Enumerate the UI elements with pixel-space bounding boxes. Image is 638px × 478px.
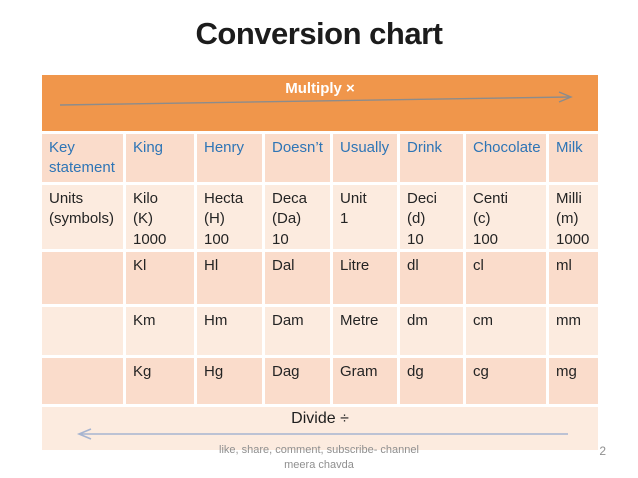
footer-credit: like, share, comment, subscribe- channel…	[0, 443, 638, 473]
column-header: King	[126, 134, 194, 182]
table-cell: dm	[400, 307, 463, 355]
table-cell: Km	[126, 307, 194, 355]
table-cell	[42, 252, 123, 304]
column-header: Doesn’t	[265, 134, 330, 182]
footer-line-2: meera chavda	[284, 459, 354, 471]
table-cell: Hm	[197, 307, 262, 355]
table-cell: Hecta (H) 100	[197, 185, 262, 249]
multiply-banner: Multiply ×	[42, 75, 598, 131]
multiply-label: Multiply ×	[285, 80, 355, 97]
table-cell: Units (symbols)	[42, 185, 123, 249]
table-cell: Dag	[265, 358, 330, 404]
table-cell: Centi (c) 100	[466, 185, 546, 249]
page-number: 2	[599, 444, 606, 458]
table-cell: Dal	[265, 252, 330, 304]
arrow-right-icon	[59, 91, 573, 106]
table-cell: Kg	[126, 358, 194, 404]
page-title: Conversion chart	[195, 16, 443, 51]
table-cell: Hl	[197, 252, 262, 304]
conversion-table: Key statement King Henry Doesn’t Usually…	[42, 134, 598, 404]
table-cell: Deca (Da) 10	[265, 185, 330, 249]
arrow-left-icon	[76, 428, 568, 440]
table-cell: Gram	[333, 358, 397, 404]
column-header: Usually	[333, 134, 397, 182]
table-cell: Kl	[126, 252, 194, 304]
table-cell: Kilo (K) 1000	[126, 185, 194, 249]
table-cell: Milli (m) 1000	[549, 185, 598, 249]
table-cell: dl	[400, 252, 463, 304]
table-cell: cl	[466, 252, 546, 304]
column-header: Henry	[197, 134, 262, 182]
table-cell: mm	[549, 307, 598, 355]
table-cell: Dam	[265, 307, 330, 355]
table-cell: ml	[549, 252, 598, 304]
table-cell: Deci (d) 10	[400, 185, 463, 249]
table-cell	[42, 307, 123, 355]
footer-line-1: like, share, comment, subscribe- channel	[219, 444, 419, 456]
table-cell: cg	[466, 358, 546, 404]
table-cell: dg	[400, 358, 463, 404]
divide-banner: Divide ÷	[42, 407, 598, 450]
table-cell: mg	[549, 358, 598, 404]
column-header: Milk	[549, 134, 598, 182]
table-cell: Hg	[197, 358, 262, 404]
column-header: Key statement	[42, 134, 123, 182]
column-header: Chocolate	[466, 134, 546, 182]
table-cell: Litre	[333, 252, 397, 304]
table-cell: cm	[466, 307, 546, 355]
table-cell: Metre	[333, 307, 397, 355]
table-cell	[42, 358, 123, 404]
table-cell: Unit 1	[333, 185, 397, 249]
divide-label: Divide ÷	[291, 410, 349, 427]
column-header: Drink	[400, 134, 463, 182]
